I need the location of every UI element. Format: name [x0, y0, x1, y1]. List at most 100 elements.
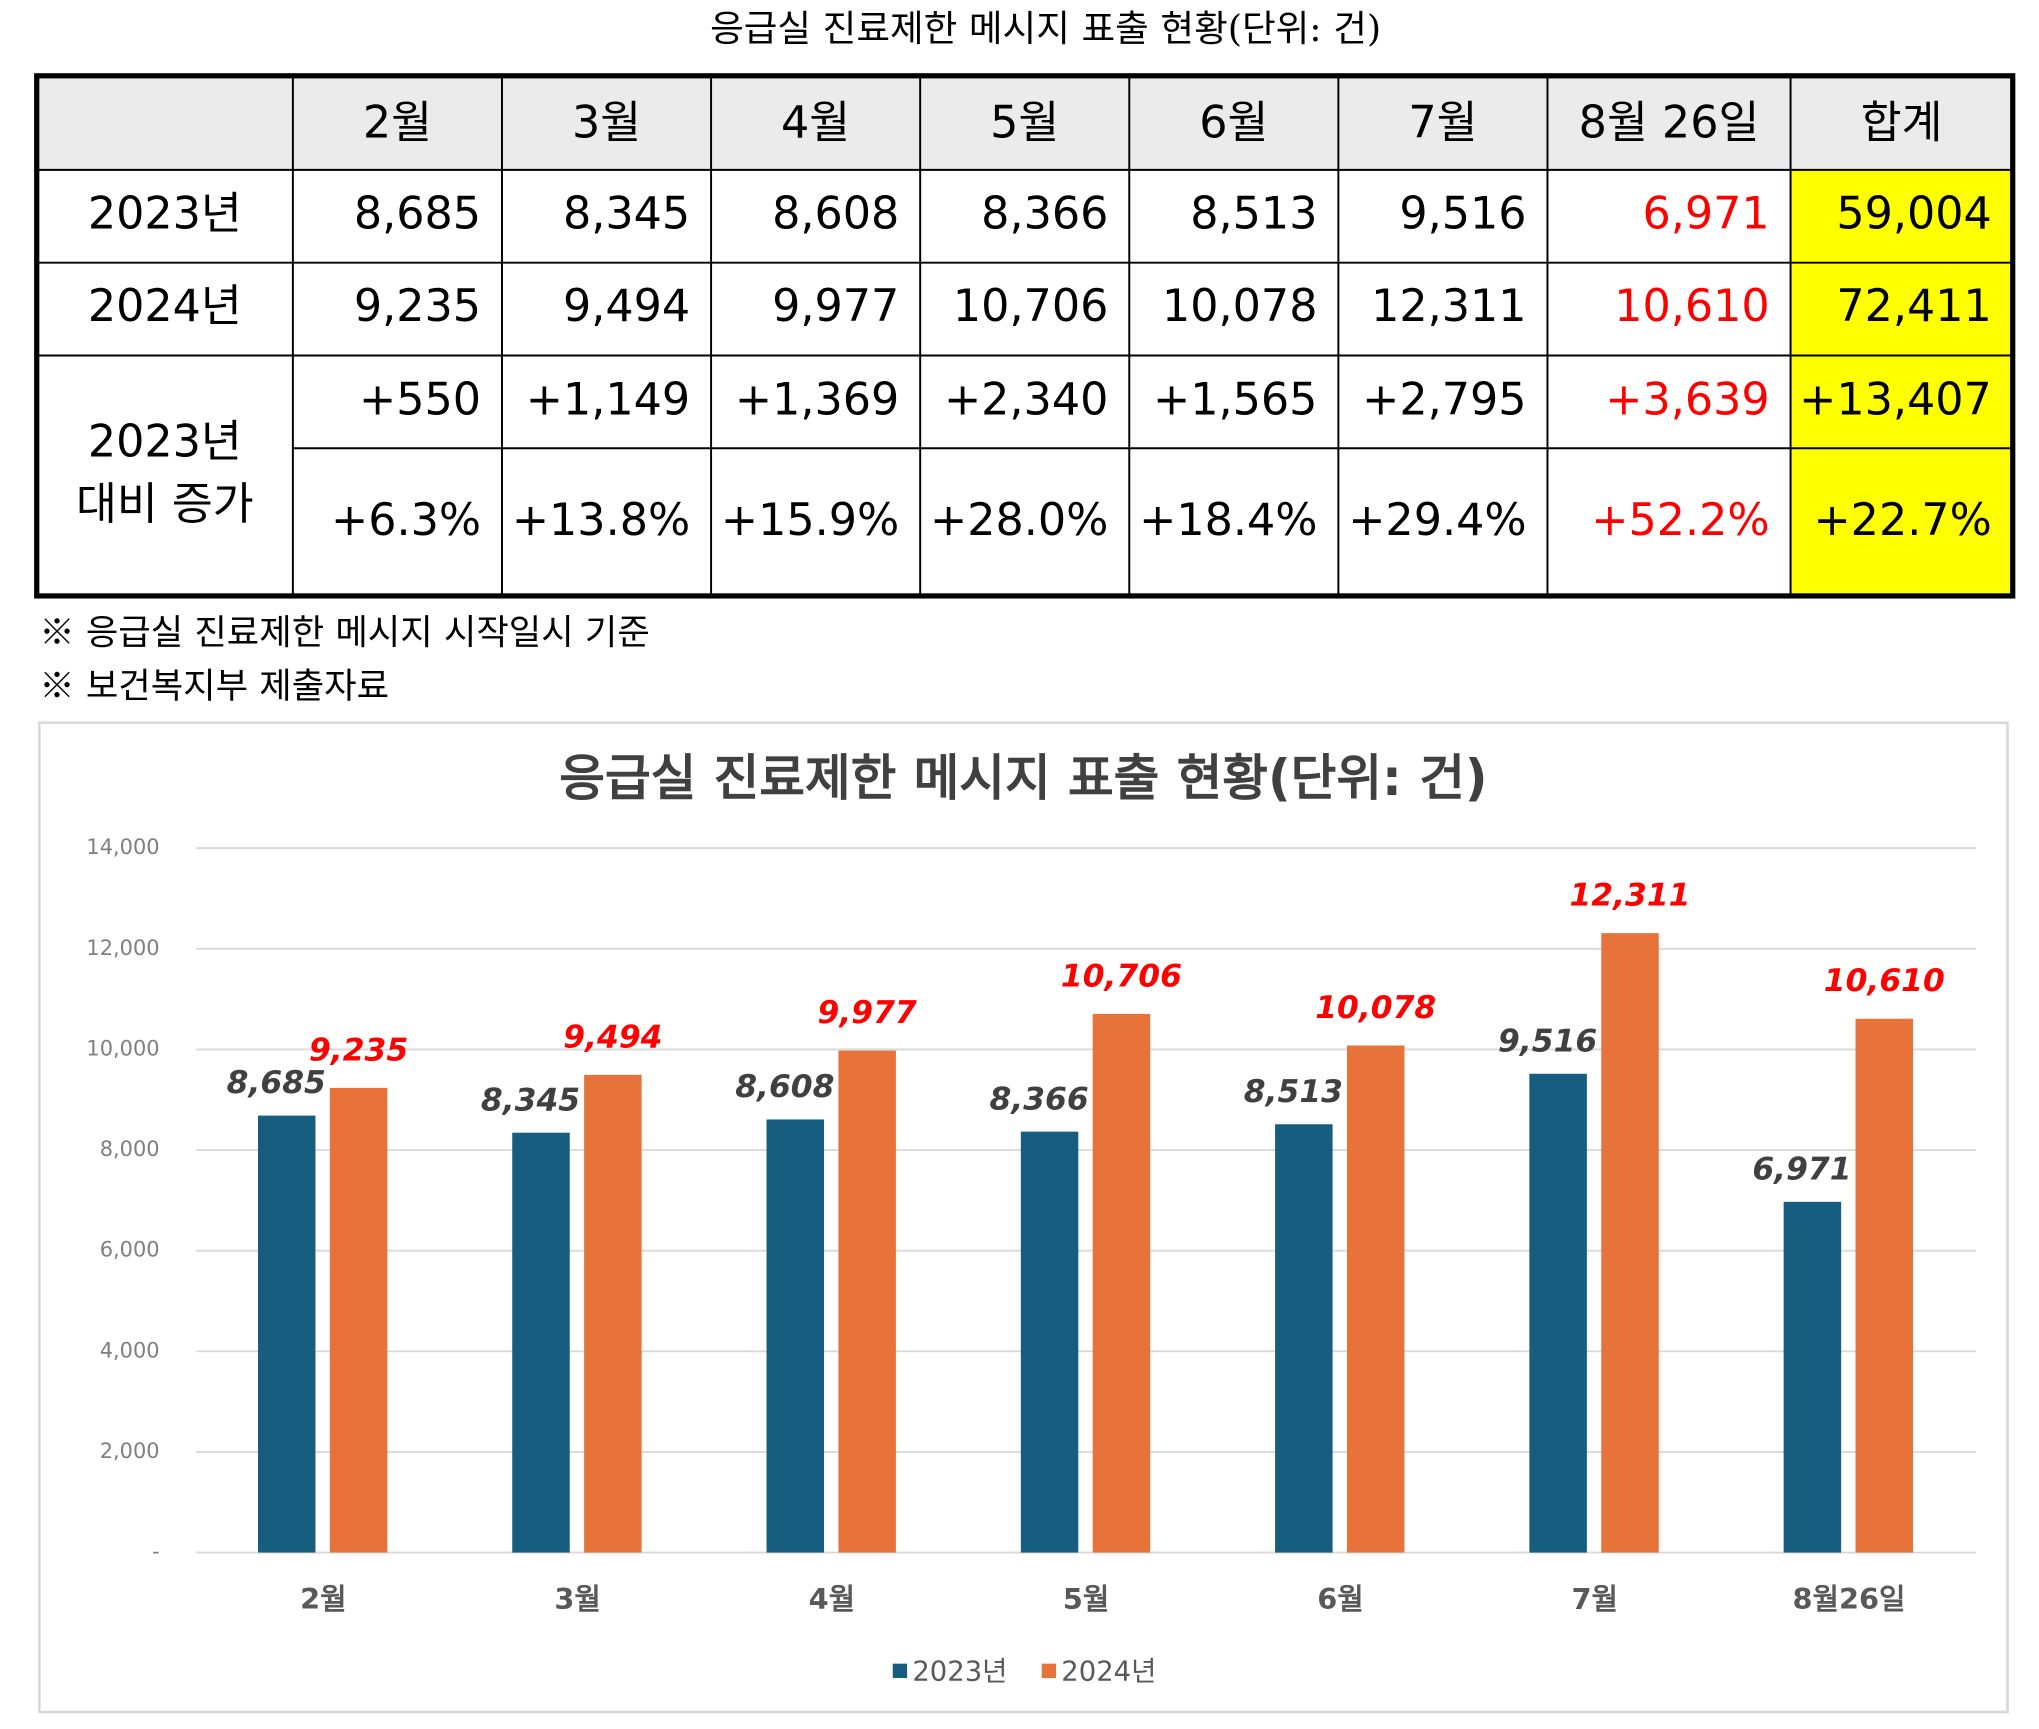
cell: +52.2%	[1591, 495, 1769, 546]
bar	[838, 1050, 896, 1553]
cell: +29.4%	[1348, 495, 1526, 546]
cell: +6.3%	[331, 495, 481, 546]
cell: 59,004	[1836, 188, 1991, 239]
cell: +13.8%	[512, 495, 690, 546]
y-tick-label: 8,000	[100, 1137, 160, 1161]
data-label: 8,345	[481, 1082, 580, 1118]
y-tick-label: 2,000	[100, 1439, 160, 1463]
bar	[1529, 1073, 1587, 1553]
cell: +13,407	[1799, 375, 1992, 426]
header-cell: 합계	[1861, 97, 1943, 148]
cell: 9,977	[772, 281, 899, 332]
doc-title: 응급실 진료제한 메시지 표출 현황(단위: 건)	[710, 7, 1381, 50]
cell: 6,971	[1642, 188, 1769, 239]
total-bg	[1790, 169, 2013, 596]
x-tick-label: 5월	[1063, 1582, 1109, 1616]
row-label: 대비 증가	[76, 479, 254, 530]
bar	[329, 1087, 388, 1553]
cell: 10,706	[953, 281, 1108, 332]
note: ※ 응급실 진료제한 메시지 시작일시 기준	[39, 613, 649, 654]
header-cell: 7월	[1408, 97, 1477, 148]
bar	[1092, 1013, 1151, 1553]
data-label: 12,311	[1569, 878, 1690, 914]
x-tick-label: 3월	[554, 1582, 600, 1616]
data-label: 9,516	[1498, 1023, 1597, 1059]
header-bg	[36, 75, 2013, 170]
cell: 10,610	[1614, 281, 1769, 332]
cell: 9,516	[1399, 188, 1526, 239]
bar	[584, 1074, 642, 1553]
y-tick-label: 6,000	[100, 1238, 160, 1262]
data-label: 10,706	[1061, 958, 1182, 994]
data-label: 10,078	[1315, 990, 1436, 1026]
data-label: 9,235	[309, 1032, 408, 1068]
data-label: 8,366	[990, 1081, 1089, 1117]
bar	[1275, 1124, 1333, 1553]
cell: 8,513	[1190, 188, 1317, 239]
legend-swatch	[1041, 1663, 1057, 1679]
bar	[1601, 933, 1659, 1553]
chart-title: 응급실 진료제한 메시지 표출 현황(단위: 건)	[559, 749, 1487, 807]
cell: +1,149	[526, 375, 690, 426]
header-cell: 6월	[1199, 97, 1268, 148]
cell: +3,639	[1605, 375, 1769, 426]
cell: 8,685	[354, 188, 481, 239]
legend-swatch	[892, 1663, 908, 1679]
bar	[512, 1132, 570, 1553]
cell: +1,565	[1153, 375, 1317, 426]
cell: 10,078	[1162, 281, 1317, 332]
legend-label: 2023년	[912, 1656, 1007, 1687]
x-tick-label: 4월	[809, 1582, 855, 1616]
header-cell: 2월	[363, 97, 432, 148]
bar	[1346, 1045, 1405, 1553]
y-tick-label: 14,000	[86, 835, 159, 859]
header-cell: 3월	[572, 97, 641, 148]
row-label: 2023년	[88, 188, 242, 239]
cell: 8,608	[772, 188, 899, 239]
cell: 72,411	[1836, 281, 1991, 332]
data-label: 9,977	[818, 995, 917, 1031]
cell: +15.9%	[721, 495, 899, 546]
cell: +18.4%	[1139, 495, 1317, 546]
cell: +1,369	[735, 375, 899, 426]
bar	[1855, 1018, 1914, 1553]
cell: 12,311	[1371, 281, 1526, 332]
cell: 8,345	[563, 188, 690, 239]
cell: +2,795	[1362, 375, 1526, 426]
y-tick-label: 12,000	[86, 936, 159, 960]
header-cell: 8월 26일	[1579, 97, 1760, 148]
x-tick-label: 2월	[300, 1582, 346, 1616]
data-label: 8,685	[227, 1065, 326, 1101]
header-cell: 5월	[990, 97, 1059, 148]
cell: 8,366	[981, 188, 1108, 239]
note: ※ 보건복지부 제출자료	[39, 666, 389, 707]
x-tick-label: 6월	[1317, 1582, 1363, 1616]
row-label: 2024년	[88, 281, 242, 332]
data-label: 6,971	[1752, 1151, 1851, 1187]
data-label: 8,513	[1244, 1074, 1343, 1110]
cell: 9,494	[563, 281, 690, 332]
cell: +2,340	[944, 375, 1108, 426]
header-cell: 4월	[781, 97, 850, 148]
legend-label: 2024년	[1061, 1656, 1156, 1687]
cell: +550	[359, 375, 481, 426]
bar	[257, 1115, 316, 1553]
cell: +28.0%	[930, 495, 1108, 546]
bar	[1020, 1131, 1079, 1553]
bar	[1783, 1201, 1842, 1553]
data-label: 10,610	[1824, 963, 1945, 999]
data-label: 8,608	[735, 1069, 834, 1105]
bar	[766, 1119, 825, 1553]
data-label: 9,494	[563, 1019, 662, 1055]
cell: +22.7%	[1813, 495, 1991, 546]
table-border	[34, 73, 2016, 599]
cell: 9,235	[354, 281, 481, 332]
y-tick-label: -	[152, 1540, 160, 1564]
y-tick-label: 4,000	[100, 1338, 160, 1362]
row-label: 2023년	[88, 416, 242, 467]
x-tick-label: 8월26일	[1793, 1582, 1906, 1616]
y-tick-label: 10,000	[86, 1036, 159, 1060]
x-tick-label: 7월	[1571, 1582, 1617, 1616]
